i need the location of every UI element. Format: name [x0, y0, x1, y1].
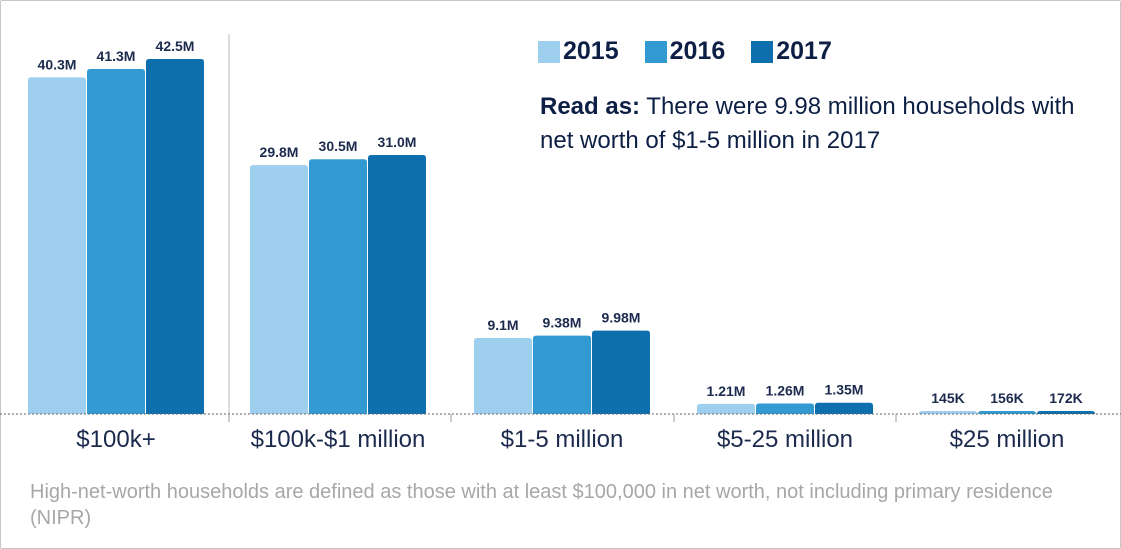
- data-label-2017-0: 42.5M: [156, 38, 195, 54]
- bar-2017-2: [592, 330, 650, 414]
- read-as-note: Read as: There were 9.98 million househo…: [540, 90, 1100, 158]
- legend-item-2017: 2017: [751, 37, 832, 66]
- bar-2015-2: [474, 337, 532, 414]
- data-label-2016-4: 156K: [990, 390, 1023, 406]
- data-label-2017-4: 172K: [1049, 390, 1082, 406]
- category-label-2: $1-5 million: [501, 426, 624, 453]
- legend-label-2015: 2015: [563, 37, 619, 65]
- data-label-2017-2: 9.98M: [602, 310, 641, 326]
- bar-2015-0: [28, 77, 86, 415]
- legend-label-2016: 2016: [669, 37, 726, 65]
- read-as-text: There were 9.98 million households with …: [540, 93, 1075, 154]
- bar-2017-1: [368, 155, 426, 414]
- category-label-0: $100k+: [76, 426, 155, 453]
- category-label-1: $100k-$1 million: [251, 426, 426, 453]
- bar-2015-3: [697, 403, 755, 414]
- data-label-2015-4: 145K: [931, 390, 964, 406]
- data-label-2015-3: 1.21M: [707, 383, 746, 399]
- data-label-2016-0: 41.3M: [97, 48, 136, 64]
- read-as-prefix: Read as:: [540, 93, 641, 120]
- legend-swatch-2017: [751, 40, 774, 63]
- bar-2016-4: [978, 411, 1036, 414]
- bar-2017-3: [815, 402, 873, 414]
- legend-item-2015: 2015: [538, 37, 619, 66]
- bar-2015-1: [250, 165, 308, 414]
- data-label-2017-3: 1.35M: [825, 382, 864, 398]
- data-label-2016-3: 1.26M: [766, 382, 805, 398]
- data-label-2017-1: 31.0M: [378, 134, 417, 150]
- data-label-2016-1: 30.5M: [319, 138, 358, 154]
- bar-2016-0: [87, 69, 145, 414]
- data-label-2015-0: 40.3M: [38, 56, 77, 72]
- footnote: High-net-worth households are defined as…: [30, 481, 1053, 529]
- legend-swatch-2016: [644, 40, 667, 63]
- bar-2017-4: [1037, 411, 1095, 414]
- data-label-2016-2: 9.38M: [543, 315, 582, 331]
- legend-label-2017: 2017: [776, 37, 832, 65]
- bar-2016-1: [309, 159, 367, 414]
- data-label-2015-2: 9.1M: [487, 317, 518, 333]
- bar-2015-4: [919, 411, 977, 414]
- legend: 2015 2016 2017: [538, 37, 832, 66]
- bar-2016-2: [533, 335, 591, 414]
- legend-item-2016: 2016: [644, 37, 726, 66]
- category-label-4: $25 million: [950, 426, 1065, 453]
- data-label-2015-1: 29.8M: [260, 144, 299, 160]
- bar-2016-3: [756, 403, 814, 414]
- legend-swatch-2015: [538, 40, 560, 63]
- bar-2017-0: [146, 59, 204, 414]
- category-label-3: $5-25 million: [717, 426, 853, 453]
